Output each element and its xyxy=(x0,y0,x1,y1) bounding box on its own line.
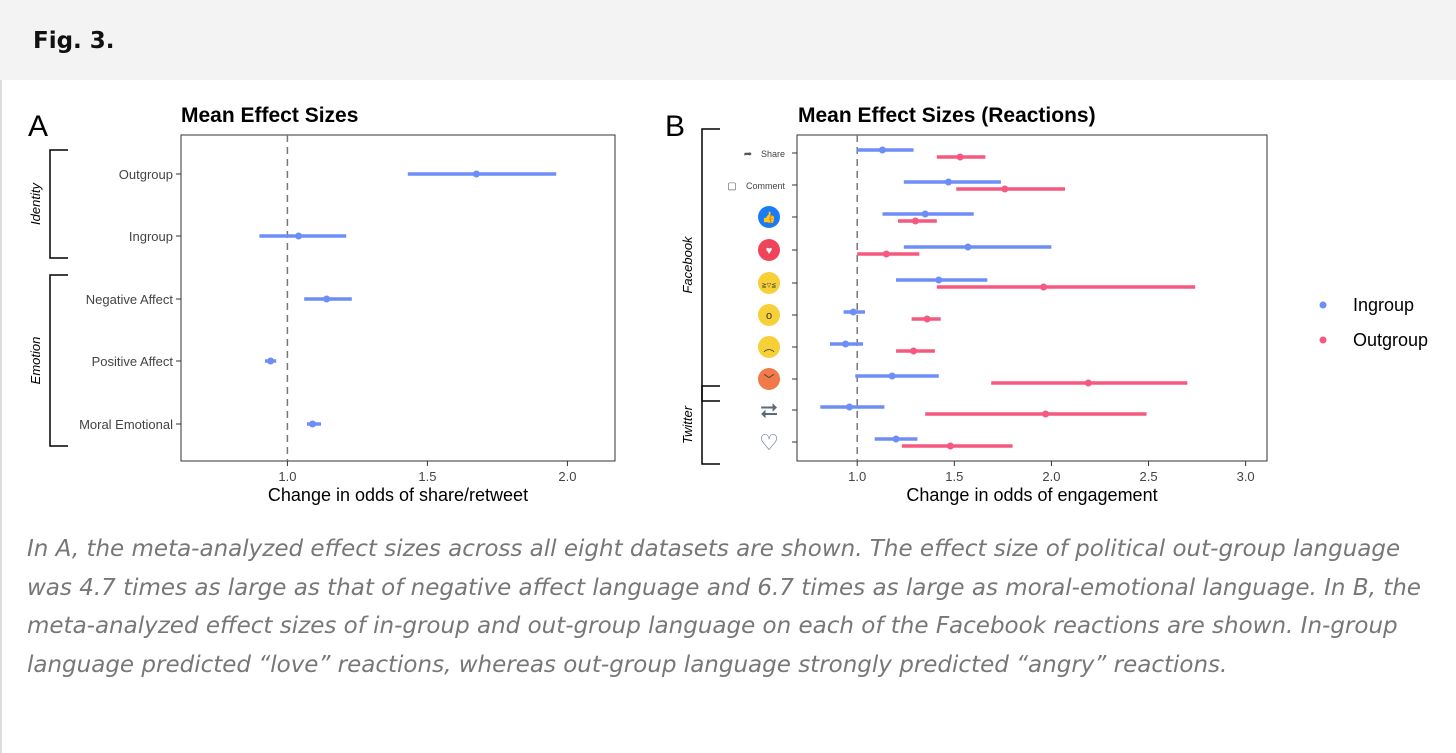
wow-icon xyxy=(758,304,780,326)
x-axis-label: Change in odds of engagement xyxy=(906,485,1157,505)
panel-letter: B xyxy=(665,110,685,143)
chart-title: Mean Effect Sizes xyxy=(181,104,358,127)
retweet-icon: ⮂ xyxy=(760,398,778,423)
point-outgroup xyxy=(910,347,918,355)
love-icon xyxy=(758,239,780,261)
panel-letter: A xyxy=(28,110,48,143)
point-ingroup xyxy=(944,178,952,186)
legend-marker-outgroup xyxy=(1319,336,1327,344)
point-ingroup xyxy=(323,295,331,303)
y-tick-label: Comment xyxy=(746,181,786,191)
point-ingroup xyxy=(472,170,480,178)
plot-frame xyxy=(180,134,616,462)
y-tick-label: Share xyxy=(761,149,785,159)
point-ingroup xyxy=(842,340,850,348)
figure-caption: In A, the meta-analyzed effect sizes acr… xyxy=(27,536,1421,678)
point-outgroup xyxy=(956,153,964,161)
x-tick-label: 1.5 xyxy=(418,469,436,484)
point-ingroup xyxy=(888,372,896,380)
comment-icon: ▢ xyxy=(727,181,736,192)
y-tick-label: Ingroup xyxy=(129,229,173,244)
point-outgroup xyxy=(1040,283,1048,291)
group-label: Twitter xyxy=(680,405,695,444)
group-bracket xyxy=(701,128,720,402)
wow-icon-glyph: o xyxy=(766,310,772,322)
x-tick-label: 2.5 xyxy=(1139,469,1157,484)
x-tick-label: 3.0 xyxy=(1237,469,1255,484)
group-label: Emotion xyxy=(28,337,43,385)
x-tick-label: 1.0 xyxy=(278,469,296,484)
point-ingroup xyxy=(309,420,317,428)
like-icon-glyph: 👍 xyxy=(762,211,776,224)
share-icon: ➦ xyxy=(744,149,752,160)
point-outgroup xyxy=(946,442,954,450)
point-ingroup xyxy=(892,435,900,443)
haha-icon-glyph: ≧▽≦ xyxy=(762,283,777,289)
chart-title: Mean Effect Sizes (Reactions) xyxy=(798,104,1096,127)
plot-frame xyxy=(796,134,1268,462)
y-tick-label: Moral Emotional xyxy=(79,417,173,432)
x-axis-label: Change in odds of share/retweet xyxy=(268,485,528,505)
point-outgroup xyxy=(1001,185,1009,193)
point-ingroup xyxy=(964,243,972,251)
x-tick-label: 1.0 xyxy=(848,469,866,484)
figure-header: Fig. 3. xyxy=(0,0,1456,80)
x-tick-label: 2.0 xyxy=(558,469,576,484)
love-icon-glyph: ♥ xyxy=(766,245,773,257)
favorite-icon: ♡ xyxy=(759,430,779,455)
y-tick-label: Outgroup xyxy=(119,167,173,182)
legend-marker-ingroup xyxy=(1319,301,1327,309)
point-ingroup xyxy=(921,210,929,218)
like-icon xyxy=(758,206,780,228)
point-outgroup xyxy=(911,217,919,225)
point-outgroup xyxy=(1042,410,1050,418)
legend-label: Outgroup xyxy=(1353,330,1428,350)
group-label: Facebook xyxy=(680,235,695,294)
point-outgroup xyxy=(882,250,890,258)
y-tick-label: Positive Affect xyxy=(92,354,174,369)
group-label: Identity xyxy=(28,182,43,225)
x-tick-label: 2.0 xyxy=(1042,469,1060,484)
point-ingroup xyxy=(267,357,275,365)
point-outgroup xyxy=(1084,379,1092,387)
point-ingroup xyxy=(295,232,303,240)
legend-label: Ingroup xyxy=(1353,295,1414,315)
angry-icon xyxy=(758,368,780,390)
point-ingroup xyxy=(849,308,857,316)
group-bracket xyxy=(49,274,68,447)
sad-icon-glyph: ︵ xyxy=(764,342,775,354)
left-border xyxy=(0,80,2,753)
point-outgroup xyxy=(923,315,931,323)
angry-icon-glyph: ﹀ xyxy=(764,373,775,386)
figure-title: Fig. 3. xyxy=(33,28,115,54)
x-tick-label: 1.5 xyxy=(945,469,963,484)
point-ingroup xyxy=(935,276,943,284)
haha-icon xyxy=(758,272,780,294)
y-tick-label: Negative Affect xyxy=(86,292,174,307)
sad-icon xyxy=(758,336,780,358)
point-ingroup xyxy=(845,403,853,411)
point-ingroup xyxy=(878,146,886,154)
group-bracket xyxy=(701,385,720,465)
group-bracket xyxy=(49,149,68,259)
